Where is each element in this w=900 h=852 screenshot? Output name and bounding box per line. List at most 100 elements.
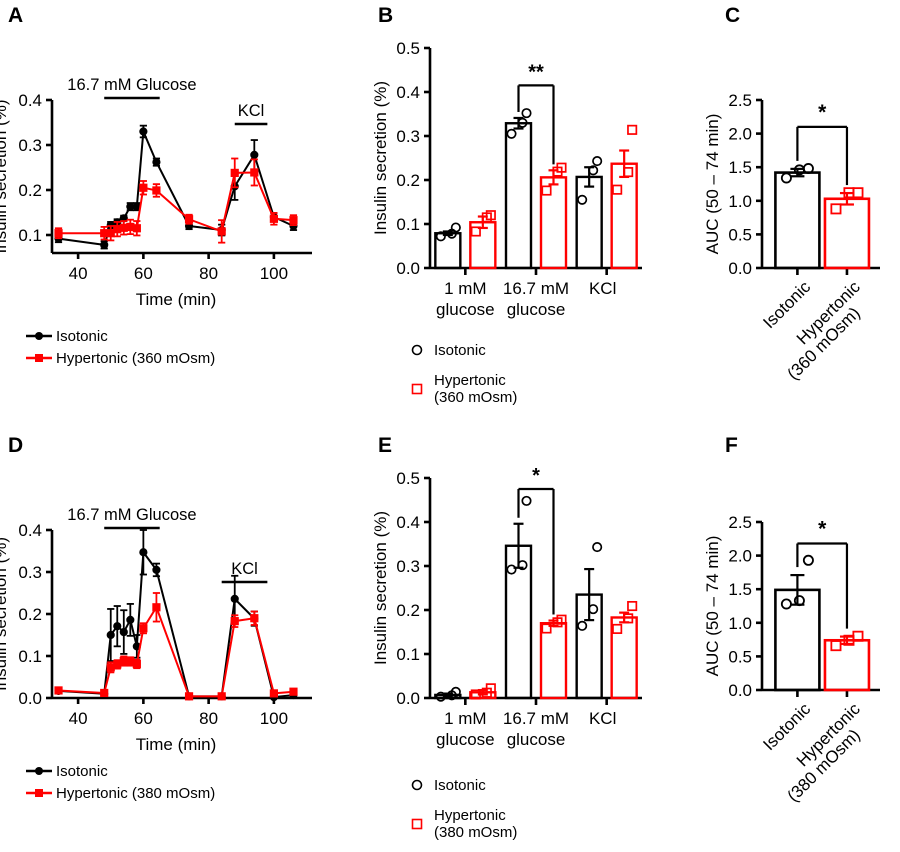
data-marker-square	[152, 186, 161, 195]
significance-label: **	[528, 61, 544, 83]
bar-isotonic	[434, 232, 462, 270]
data-point-circle	[592, 542, 603, 553]
category-label: 16.7 mM	[503, 709, 569, 728]
panel-c-letter: C	[725, 4, 741, 27]
category-label: glucose	[507, 300, 566, 319]
x-tick-label: 60	[134, 709, 153, 728]
data-marker-square	[139, 183, 148, 192]
panel-c: C 0.0 0.5 1.0 1.5 2.0 2.5 AUC (50 – 74 min) Iso…	[690, 0, 900, 420]
data-marker-square	[54, 229, 63, 238]
data-point-square	[556, 614, 567, 625]
data-point-circle	[521, 108, 532, 119]
data-marker-circle	[152, 158, 161, 167]
x-tick-label: 80	[199, 264, 218, 283]
data-point-circle	[577, 620, 588, 631]
data-point-circle	[450, 686, 461, 697]
x-axis-title: Time (min)	[136, 290, 217, 309]
data-point-circle	[521, 495, 532, 506]
data-marker-square	[132, 224, 141, 233]
series-line-isotonic	[58, 130, 294, 246]
y-tick-label: 0.0	[728, 681, 752, 700]
panel-a: A 0.1 0.2 0.3 0.4 40 60 80 100 Time (min) Insulin…	[0, 0, 330, 400]
x-tick-label: 80	[199, 709, 218, 728]
y-tick-label: 1.0	[728, 192, 752, 211]
legend-label: Isotonic	[56, 327, 108, 345]
data-point-square	[852, 187, 864, 199]
x-tick-label: 100	[260, 709, 288, 728]
data-point-circle	[435, 691, 446, 702]
y-tick-label: 0.4	[18, 91, 42, 110]
legend-label: Isotonic	[434, 341, 486, 359]
bar-hypertonic	[539, 176, 568, 270]
legend-item-hypertonic: Hypertonic (360 mOsm)	[22, 347, 215, 369]
y-tick-label: 0.0	[18, 689, 42, 708]
data-point-square	[541, 623, 552, 634]
significance-label: *	[818, 101, 827, 124]
data-point-circle	[802, 163, 814, 175]
x-tick-label: 40	[69, 709, 88, 728]
significance-label: *	[532, 465, 540, 487]
panel-d-legend: Isotonic Hypertonic (380 mOsm)	[22, 760, 215, 804]
legend-item-isotonic: Isotonic	[22, 760, 215, 782]
legend-marker-circle	[35, 767, 43, 775]
data-marker-square	[230, 168, 239, 178]
category-label: KCl	[589, 709, 616, 728]
data-point-circle	[592, 156, 603, 167]
data-point-circle	[517, 117, 528, 128]
legend-marker-square	[35, 789, 43, 797]
y-tick-label: 2.5	[728, 513, 752, 532]
panel-a-plot: 0.1 0.2 0.3 0.4 40 60 80 100 Time (min) Insulin s…	[0, 76, 312, 309]
legend-marker-circle	[35, 332, 43, 340]
data-point-square	[556, 162, 567, 173]
bar-isotonic	[774, 171, 821, 270]
category-label: glucose	[436, 300, 495, 319]
y-tick-label: 0.3	[18, 136, 42, 155]
data-point-circle	[435, 231, 446, 242]
legend-marker-square	[411, 383, 423, 395]
y-tick-label: 2.5	[728, 91, 752, 110]
legend-label: Isotonic	[56, 762, 108, 780]
y-tick-label: 0.3	[18, 563, 42, 582]
panel-f-letter: F	[725, 434, 738, 457]
y-tick-label: 0.0	[396, 689, 420, 708]
y-axis-title: AUC (50 – 74 min)	[703, 536, 722, 677]
data-marker-circle	[152, 565, 161, 574]
data-point-circle	[588, 165, 599, 176]
legend-label: Hypertonic (380 mOsm)	[56, 784, 216, 802]
legend-label: Isotonic	[434, 776, 486, 794]
data-point-circle	[802, 554, 814, 566]
legend-item-isotonic: Isotonic	[400, 770, 517, 800]
series-line-hypertonic	[58, 171, 294, 235]
legend-item-isotonic: Isotonic	[22, 325, 215, 347]
data-point-circle	[577, 194, 588, 205]
category-label: 1 mM	[444, 279, 487, 298]
data-point-square	[852, 630, 864, 642]
bar-isotonic	[575, 175, 603, 270]
data-marker-square	[139, 624, 148, 633]
data-point-circle	[780, 172, 792, 184]
data-point-square	[623, 613, 634, 624]
y-tick-label: 2.0	[728, 547, 752, 566]
data-marker-circle	[139, 548, 148, 557]
bar-isotonic	[504, 122, 533, 270]
y-tick-label: 0.4	[396, 513, 420, 532]
legend-item-isotonic: Isotonic	[400, 335, 517, 365]
data-point-square	[612, 184, 623, 195]
y-tick-label: 0.1	[396, 215, 420, 234]
data-point-circle	[506, 128, 517, 139]
data-marker-square	[152, 603, 161, 612]
treatment-label: KCl	[231, 560, 258, 578]
data-marker-square	[289, 687, 298, 696]
y-tick-label: 0.5	[728, 225, 752, 244]
x-axis-title: Time (min)	[136, 735, 217, 754]
y-axis-title: Insulin secretion (%)	[0, 99, 10, 253]
data-point-square	[470, 689, 481, 700]
y-tick-label: 0.5	[396, 469, 420, 488]
y-tick-label: 0.0	[396, 259, 420, 278]
panel-e-legend: Isotonic Hypertonic (380 mOsm)	[400, 770, 517, 848]
data-marker-circle	[230, 594, 239, 603]
data-marker-square	[54, 686, 63, 695]
data-marker-square	[217, 692, 226, 701]
